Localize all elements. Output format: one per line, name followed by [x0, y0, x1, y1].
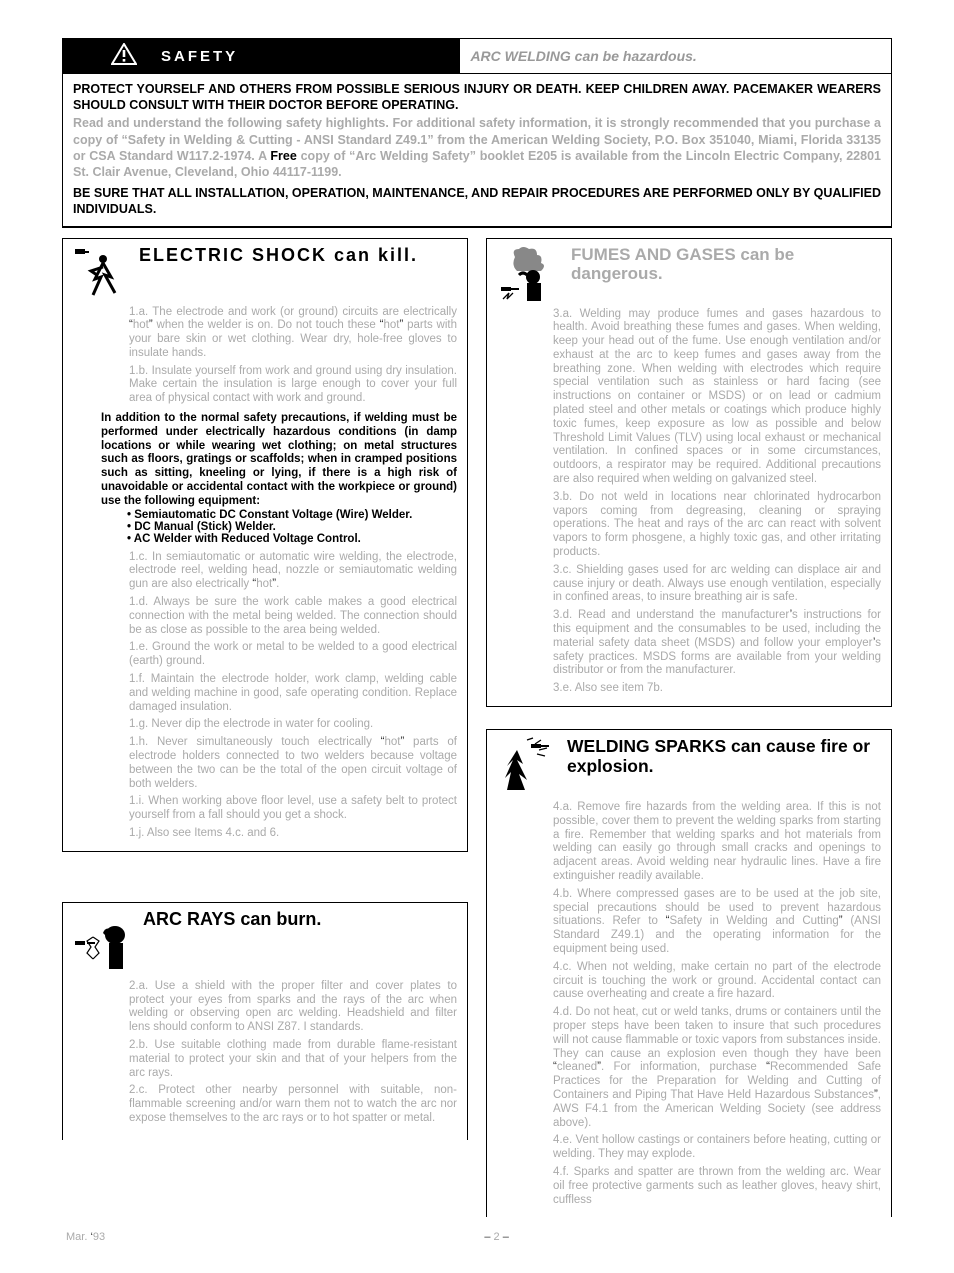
intro-line2: BE SURE THAT ALL INSTALLATION, OPERATION… — [73, 186, 881, 217]
main-columns: ELECTRIC SHOCK can kill. 1.a. The electr… — [62, 238, 892, 1218]
fumes-title: FUMES AND GASES can be dangerous. — [571, 245, 881, 284]
sparks-4f: 4.f. Sparks and spatter are thrown from … — [525, 1166, 881, 1207]
arc-rays-section: ARC RAYS can burn. 2.a. Use a shield wit… — [62, 902, 468, 1140]
sparks-4d: 4.d. Do not heat, cut or weld tanks, dru… — [525, 1006, 881, 1130]
electric-1i: 1.i. When working above floor level, use… — [101, 795, 457, 823]
page-footer: Mar. ‘93 – 2 – — [62, 1231, 892, 1243]
header-row: SAFETY ARC WELDING can be hazardous. — [63, 39, 891, 74]
electric-b3: • AC Welder with Reduced Voltage Control… — [127, 533, 457, 545]
electric-1b: 1.b. Insulate yourself from work and gro… — [101, 365, 457, 406]
warning-triangle-icon — [111, 43, 137, 69]
sparks-4e: 4.e. Vent hollow castings or containers … — [525, 1134, 881, 1162]
fumes-section: FUMES AND GASES can be dangerous. 3.a. W… — [486, 238, 892, 708]
footer-center: – 2 – — [484, 1231, 508, 1243]
electric-1d: 1.d. Always be sure the work cable makes… — [101, 596, 457, 637]
sparks-4b: 4.b. Where compressed gases are to be us… — [525, 888, 881, 957]
hazard-text: ARC WELDING can be hazardous. — [470, 48, 696, 64]
arc-2a: 2.a. Use a shield with the proper filter… — [101, 980, 457, 1035]
electric-1h: 1.h. Never simultaneously touch electric… — [101, 736, 457, 791]
sparks-4c: 4.c. When not welding, make certain no p… — [525, 961, 881, 1002]
fumes-icon — [497, 245, 563, 306]
electric-1f: 1.f. Maintain the electrode holder, work… — [101, 673, 457, 714]
electric-title: ELECTRIC SHOCK can kill. — [139, 245, 418, 266]
fumes-3c: 3.c. Shielding gases used for arc weldin… — [525, 564, 881, 605]
arc-2c: 2.c. Protect other nearby personnel with… — [101, 1084, 457, 1125]
left-column: ELECTRIC SHOCK can kill. 1.a. The electr… — [62, 238, 468, 1218]
electric-1g: 1.g. Never dip the electrode in water fo… — [101, 718, 457, 732]
electric-1j: 1.j. Also see Items 4.c. and 6. — [101, 827, 457, 841]
electric-header: ELECTRIC SHOCK can kill. — [73, 245, 457, 302]
sparks-title: WELDING SPARKS can cause fire or explosi… — [567, 736, 881, 776]
fumes-3a: 3.a. Welding may produce fumes and gases… — [525, 308, 881, 487]
header-left: SAFETY — [63, 39, 460, 73]
electric-shock-icon — [73, 245, 131, 302]
electric-1e: 1.e. Ground the work or metal to be weld… — [101, 641, 457, 669]
electric-shock-section: ELECTRIC SHOCK can kill. 1.a. The electr… — [62, 238, 468, 852]
electric-bold: In addition to the normal safety precaut… — [101, 412, 457, 509]
arc-title: ARC RAYS can burn. — [143, 909, 321, 930]
footer-left: Mar. ‘93 — [66, 1231, 105, 1243]
sparks-header: WELDING SPARKS can cause fire or explosi… — [497, 736, 881, 797]
fumes-3b: 3.b. Do not weld in locations near chlor… — [525, 491, 881, 560]
arc-2b: 2.b. Use suitable clothing made from dur… — [101, 1039, 457, 1080]
sparks-4a: 4.a. Remove fire hazards from the weldin… — [525, 801, 881, 884]
fumes-3d: 3.d. Read and understand the manufacture… — [525, 609, 881, 678]
electric-b1: • Semiautomatic DC Constant Voltage (Wir… — [127, 509, 457, 521]
intro-box: PROTECT YOURSELF AND OTHERS FROM POSSIBL… — [63, 74, 891, 227]
fumes-header: FUMES AND GASES can be dangerous. — [497, 245, 881, 306]
arc-rays-icon — [73, 923, 135, 976]
electric-1c: 1.c. In semiautomatic or automatic wire … — [101, 551, 457, 592]
intro-line1: PROTECT YOURSELF AND OTHERS FROM POSSIBL… — [73, 82, 881, 113]
electric-b2: • DC Manual (Stick) Welder. — [127, 521, 457, 533]
arc-header: ARC RAYS can burn. — [73, 909, 457, 976]
electric-1a: 1.a. The electrode and work (or ground) … — [101, 306, 457, 361]
header-right: ARC WELDING can be hazardous. — [460, 39, 891, 73]
right-column: FUMES AND GASES can be dangerous. 3.a. W… — [486, 238, 892, 1218]
sparks-icon — [497, 736, 559, 797]
sparks-section: WELDING SPARKS can cause fire or explosi… — [486, 729, 892, 1217]
fumes-3e: 3.e. Also see item 7b. — [525, 682, 881, 696]
intro-light: Read and understand the following safety… — [73, 115, 881, 180]
safety-label: SAFETY — [161, 48, 238, 65]
safety-page-border: SAFETY ARC WELDING can be hazardous. PRO… — [62, 38, 892, 228]
